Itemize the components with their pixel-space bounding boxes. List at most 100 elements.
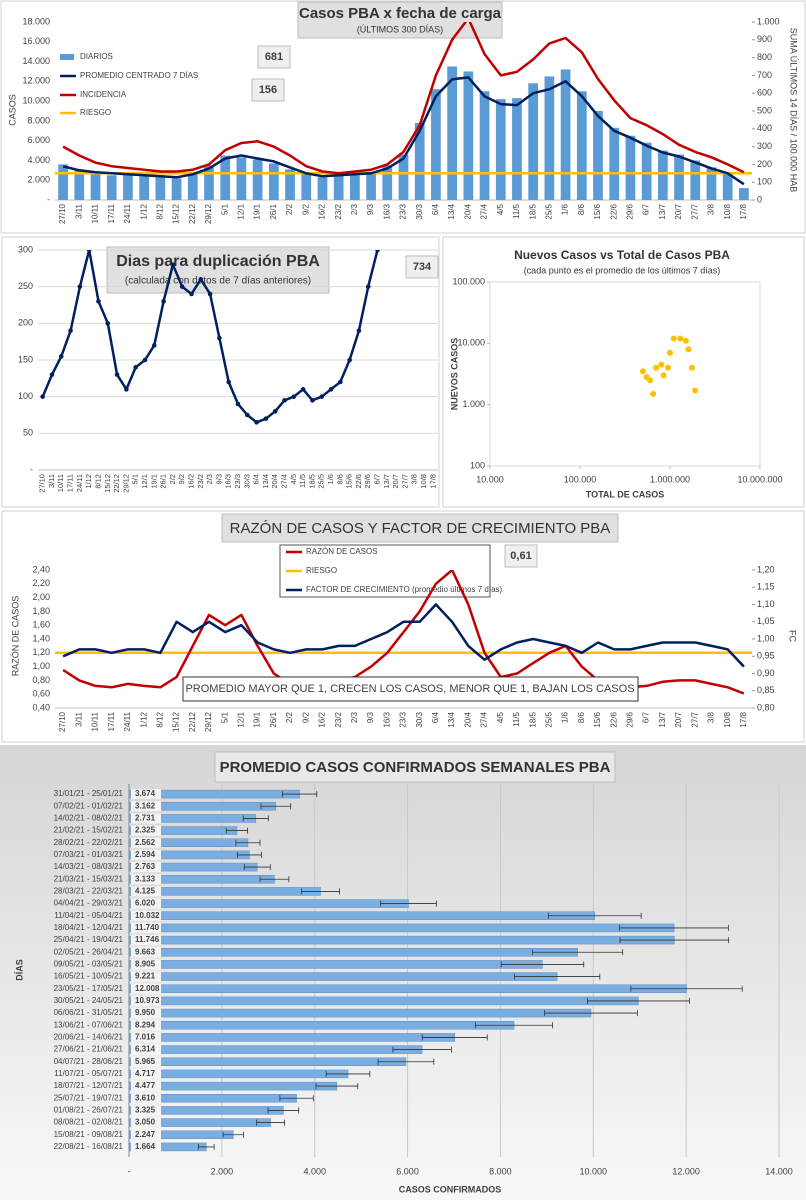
bar — [366, 172, 376, 200]
error-bar — [630, 985, 743, 992]
x-tick-label: 1/12 — [139, 711, 148, 727]
x-tick-label: 10/11 — [91, 711, 100, 731]
x-tick-label: 20/4 — [463, 711, 472, 727]
y-tick-label: 2,00 — [32, 592, 50, 602]
y-tick-label: 02/05/21 - 26/04/21 — [54, 947, 124, 956]
x-tick-label: 23/2 — [196, 474, 205, 489]
point-marker — [310, 398, 315, 403]
x-tick-label: 1/6 — [326, 474, 335, 484]
legend-label: FACTOR DE CRECIMIENTO (promedio últimos … — [306, 585, 503, 594]
point — [682, 337, 689, 344]
x-tick-label: 10/8 — [723, 203, 732, 219]
plot-area — [55, 22, 752, 200]
point-marker — [217, 335, 222, 341]
point-marker — [49, 372, 55, 377]
y-tick-label: 1,20 — [32, 647, 50, 657]
x-tick-label: 19/1 — [253, 711, 262, 727]
x-tick-label: 16/2 — [318, 711, 327, 727]
x-tick-label: 26/1 — [159, 474, 168, 489]
x-tick-label: 8.000 — [489, 1166, 512, 1176]
x-tick-label: 8/6 — [577, 203, 586, 215]
x-tick-label: 11/5 — [298, 474, 307, 488]
y-tick-label: 250 — [18, 281, 33, 291]
point-marker — [86, 250, 92, 253]
value-label-bg — [131, 983, 161, 994]
error-bar — [514, 973, 601, 980]
y-tick-label: 21/03/21 - 15/03/21 — [54, 874, 124, 883]
value-label-bg — [131, 910, 161, 921]
x-tick-label: 27/10 — [58, 203, 67, 224]
x-tick-label: 20/7 — [674, 203, 683, 219]
value-label-bg — [131, 1020, 161, 1031]
x-tick-label: 6/4 — [431, 711, 440, 723]
y2-tick-label: 700 — [757, 70, 772, 80]
y-tick-label: 18/04/21 - 12/04/21 — [54, 923, 124, 932]
point — [660, 372, 667, 379]
value-label: 4.125 — [135, 887, 156, 896]
bar — [431, 89, 441, 200]
point-marker — [235, 401, 241, 407]
y2-tick-label: 100 — [757, 177, 772, 187]
x-tick-label: 15/6 — [593, 203, 602, 219]
value-label-bg — [131, 995, 161, 1006]
y-axis-title: RAZÓN DE CASOS — [10, 596, 20, 677]
value-label: 9.663 — [135, 947, 156, 956]
point — [670, 335, 677, 342]
point-marker — [40, 394, 45, 399]
x-tick-label: 27/7 — [400, 474, 409, 489]
error-bar — [301, 888, 340, 895]
bar — [139, 176, 150, 200]
bar — [414, 122, 425, 200]
x-tick-label: 23/2 — [334, 203, 343, 219]
y-tick-label: 4.000 — [27, 155, 50, 165]
value-box-label: 734 — [413, 261, 432, 273]
value-label-bg — [131, 1093, 161, 1104]
y-tick-label: 0,80 — [32, 675, 50, 685]
x-tick-label: 3/11 — [47, 474, 56, 488]
y2-tick-label: 0,80 — [757, 702, 775, 712]
bar — [739, 188, 749, 200]
error-bar — [235, 839, 261, 846]
y-tick-label: 06/06/21 - 31/05/21 — [54, 1008, 124, 1017]
value-box — [405, 255, 439, 279]
y-tick-label: 25/04/21 - 19/04/21 — [54, 935, 124, 944]
y-tick-label: 12.000 — [22, 76, 50, 86]
x-tick-label: 6/4 — [252, 474, 261, 484]
value-label-bg — [131, 813, 161, 824]
value-label-bg — [131, 837, 161, 848]
chart-title: Casos PBA x fecha de carga — [299, 5, 502, 22]
value-label-bg — [131, 789, 161, 800]
point-marker — [356, 328, 362, 333]
x-tick-label: 11/5 — [512, 711, 521, 727]
bar — [128, 1057, 407, 1066]
y-tick-label: 0,40 — [32, 702, 50, 712]
value-box — [251, 78, 285, 102]
value-label-bg — [131, 935, 161, 946]
x-tick-label: 2/3 — [350, 203, 359, 215]
x-tick-label: 13/7 — [658, 711, 667, 727]
bar — [128, 984, 687, 993]
value-label: 9.221 — [135, 972, 156, 981]
point — [653, 364, 660, 371]
x-tick-label: 22/6 — [609, 711, 618, 727]
x-tick-label: 25/5 — [544, 203, 553, 219]
x-tick-label: 20/4 — [463, 203, 472, 219]
error-bar — [619, 937, 730, 944]
point-marker — [161, 299, 166, 304]
x-tick-label: 29/6 — [626, 711, 635, 727]
bar — [285, 169, 295, 200]
x-tick-label: 27/10 — [58, 711, 67, 732]
x-tick-label: 17/11 — [107, 203, 116, 223]
bar — [317, 177, 328, 200]
title-box — [106, 246, 330, 294]
bar — [128, 1069, 349, 1079]
y2-tick-label: 900 — [757, 34, 772, 44]
legend-label: DIARIOS — [80, 52, 113, 61]
y-tick-label: 04/07/21 - 28/06/21 — [54, 1057, 124, 1066]
error-bar — [619, 924, 729, 931]
bar — [706, 167, 717, 200]
y-tick-label: - — [30, 464, 33, 474]
legend-label: INCIDENCIA — [80, 90, 127, 99]
point — [667, 349, 673, 356]
x-tick-label: 17/8 — [739, 711, 748, 727]
